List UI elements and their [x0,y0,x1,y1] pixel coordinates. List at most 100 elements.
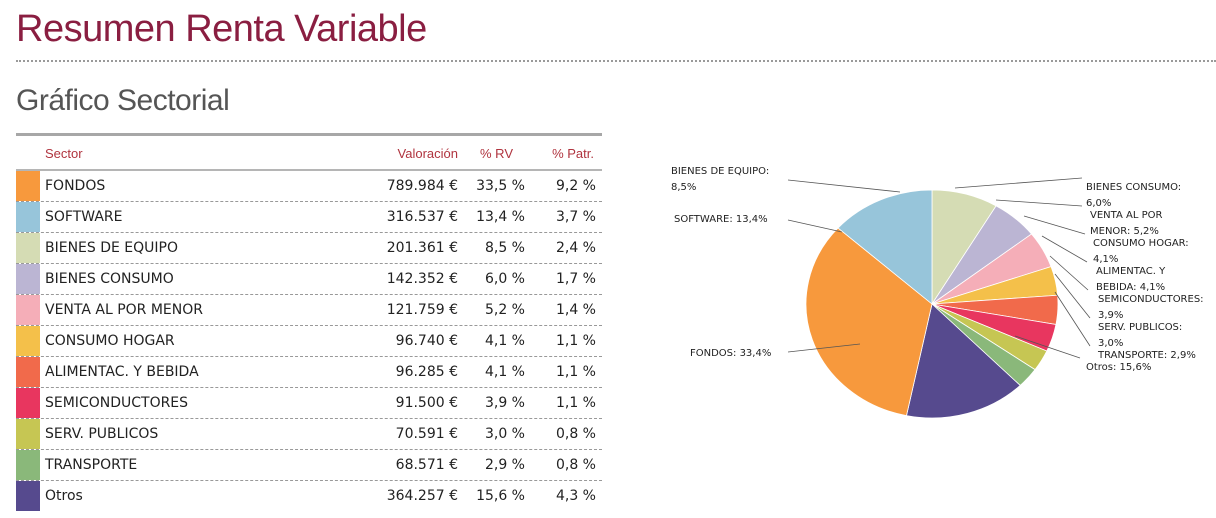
sector-name: TRANSPORTE [45,457,138,473]
slice-label-line: SERV. PUBLICOS: [1098,322,1182,333]
sector-name: Otros [45,488,83,504]
page-title: Resumen Renta Variable [16,8,427,50]
sector-rv: 3,9 % [484,395,525,411]
slice-label: SEMICONDUCTORES: 3,9% [1098,294,1204,321]
sector-color-swatch [16,264,40,294]
header-patr: % Patr. [552,146,594,161]
slice-label: CONSUMO HOGAR: 4,1% [1093,238,1189,265]
sector-color-swatch [16,326,40,356]
slice-label-line: MENOR: 5,2% [1090,226,1159,237]
sector-rv: 8,5 % [484,240,525,256]
sector-valoracion: 96.740 € [395,333,458,349]
table-row: ALIMENTAC. Y BEBIDA 96.285 € 4,1 % 1,1 % [16,357,602,388]
leader-line [1014,335,1081,359]
sector-patr: 2,4 % [555,240,596,256]
sector-patr: 1,7 % [555,271,596,287]
leader-line [1041,235,1088,263]
sector-color-swatch [16,171,40,201]
sector-color-swatch [16,481,40,511]
sector-valoracion: 96.285 € [395,364,458,380]
pie-slice [905,303,1021,419]
table-row: SERV. PUBLICOS 70.591 € 3,0 % 0,8 % [16,419,602,450]
slice-label-line: ALIMENTAC. Y [1096,266,1166,277]
slice-label: Otros: 15,6% [1086,362,1151,373]
sector-patr: 1,4 % [555,302,596,318]
table-row: CONSUMO HOGAR 96.740 € 4,1 % 1,1 % [16,326,602,357]
sector-name: CONSUMO HOGAR [45,333,175,349]
header-sector: Sector [45,146,83,161]
sector-color-swatch [16,295,40,325]
sector-name: ALIMENTAC. Y BEBIDA [45,364,199,380]
table-top-rule [16,133,602,136]
pie-slice [837,189,933,305]
slice-label-line: 6,0% [1086,198,1111,209]
leader-line [787,179,901,193]
sector-valoracion: 316.537 € [386,209,458,225]
slice-label-line: FONDOS: 33,4% [690,348,771,359]
slice-label: BIENES CONSUMO: 6,0% [1086,182,1181,209]
table-row: VENTA AL POR MENOR 121.759 € 5,2 % 1,4 % [16,295,602,326]
leader-line [787,343,861,353]
slice-label: SERV. PUBLICOS: 3,0% [1098,322,1182,349]
slice-label-line: 3,0% [1098,338,1123,349]
sector-patr: 1,1 % [555,364,596,380]
sector-color-swatch [16,388,40,418]
sector-name: SOFTWARE [45,209,123,225]
sector-color-swatch [16,450,40,480]
sector-valoracion: 142.352 € [386,271,458,287]
leader-line [995,199,1083,207]
slice-label-line: CONSUMO HOGAR: [1093,238,1189,249]
sector-rv: 15,6 % [476,488,525,504]
sector-valoracion: 121.759 € [386,302,458,318]
sector-patr: 0,8 % [555,426,596,442]
sector-rv: 33,5 % [476,178,525,194]
header-rv: % RV [480,146,513,161]
table-row: Otros 364.257 € 15,6 % 4,3 % [16,481,602,511]
sector-name: SEMICONDUCTORES [45,395,189,411]
sector-valoracion: 91.500 € [395,395,458,411]
slice-label-line: Otros: 15,6% [1086,362,1151,373]
title-divider [16,60,1216,62]
sector-name: BIENES DE EQUIPO [45,240,179,256]
slice-label-line: BEBIDA: 4,1% [1096,282,1165,293]
sector-color-swatch [16,202,40,232]
sector-patr: 4,3 % [555,488,596,504]
sector-patr: 9,2 % [555,178,596,194]
table-row: BIENES CONSUMO 142.352 € 6,0 % 1,7 % [16,264,602,295]
leader-line [1023,215,1086,235]
slice-label-line: VENTA AL POR [1090,210,1162,221]
sector-rv: 2,9 % [484,457,525,473]
table-header: Sector Valoración % RV % Patr. [16,136,602,171]
leader-line [787,219,843,233]
pie-slice [805,227,933,417]
sector-name: BIENES CONSUMO [45,271,174,287]
sector-name: SERV. PUBLICOS [45,426,159,442]
slice-label: SOFTWARE: 13,4% [674,214,768,225]
sector-patr: 0,8 % [555,457,596,473]
sector-patr: 1,1 % [555,395,596,411]
sector-valoracion: 68.571 € [395,457,458,473]
slice-label: ALIMENTAC. Y BEBIDA: 4,1% [1096,266,1166,293]
slice-label-line: 4,1% [1093,254,1118,265]
sector-patr: 1,1 % [555,333,596,349]
slice-label-line: 8,5% [671,182,696,193]
sector-valoracion: 364.257 € [386,488,458,504]
slice-label: FONDOS: 33,4% [690,348,771,359]
sector-color-swatch [16,233,40,263]
slice-label: TRANSPORTE: 2,9% [1097,350,1196,361]
slice-label-line: SOFTWARE: 13,4% [674,214,768,225]
sector-rv: 6,0 % [484,271,525,287]
sector-rv: 13,4 % [476,209,525,225]
table-row: BIENES DE EQUIPO 201.361 € 8,5 % 2,4 % [16,233,602,264]
slice-label-line: BIENES DE EQUIPO: [671,166,769,177]
slice-label-line: BIENES CONSUMO: [1086,182,1181,193]
slice-label: VENTA AL POR MENOR: 5,2% [1090,210,1162,237]
sector-rv: 4,1 % [484,364,525,380]
sector-name: FONDOS [45,178,106,194]
leader-line [954,177,1083,189]
table-row: TRANSPORTE 68.571 € 2,9 % 0,8 % [16,450,602,481]
sector-rv: 5,2 % [484,302,525,318]
sector-valoracion: 70.591 € [395,426,458,442]
header-valoracion: Valoración [397,146,458,161]
